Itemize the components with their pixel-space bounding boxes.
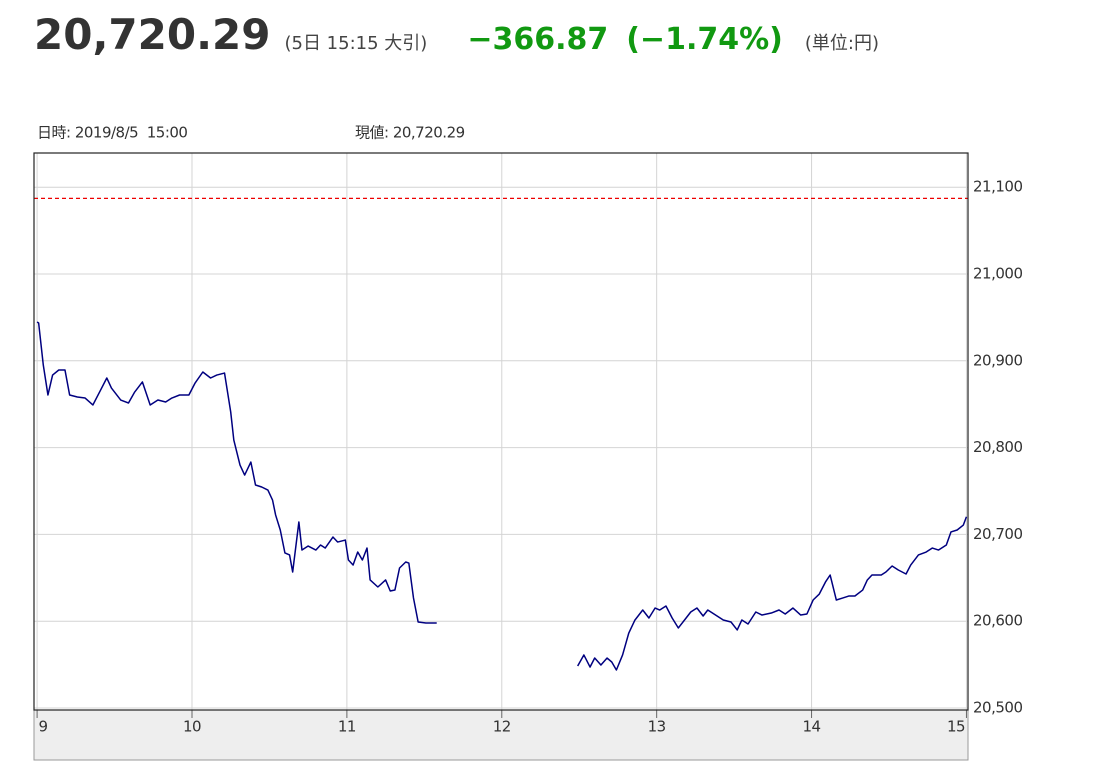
info-value: 現値: 20,720.29 bbox=[355, 124, 465, 142]
plot-border bbox=[33, 152, 969, 711]
x-tick-label: 12 bbox=[493, 718, 511, 736]
info-time: 日時: 2019/8/5 15:00 bbox=[37, 124, 187, 142]
y-tick-label: 20,500 bbox=[973, 699, 1023, 717]
y-tick-label: 20,800 bbox=[973, 438, 1023, 456]
time-note: (5日 15:15 大引) bbox=[284, 33, 428, 54]
x-tick-label: 10 bbox=[183, 718, 201, 736]
y-tick-label: 21,000 bbox=[973, 265, 1023, 283]
header: 20,720.29 (5日 15:15 大引) −366.87 (−1.74%) (単位… bbox=[34, 10, 879, 70]
price-line bbox=[36, 321, 968, 671]
y-tick-label: 20,900 bbox=[973, 351, 1023, 369]
x-tick-label: 11 bbox=[338, 718, 356, 736]
unit: (単位:円) bbox=[804, 33, 879, 54]
change-pct: (−1.74%) bbox=[626, 22, 783, 57]
change: −366.87 bbox=[467, 22, 609, 57]
x-tick-label: 14 bbox=[803, 718, 821, 736]
x-tick-label: 13 bbox=[648, 718, 666, 736]
y-tick-label: 21,100 bbox=[973, 178, 1023, 196]
price: 20,720.29 bbox=[34, 10, 271, 59]
x-tick-label: 15 bbox=[947, 718, 965, 736]
x-tick-label: 9 bbox=[38, 718, 47, 736]
x-axis-band bbox=[33, 709, 969, 761]
y-tick-label: 20,600 bbox=[973, 612, 1023, 630]
y-tick-label: 20,700 bbox=[973, 525, 1023, 543]
